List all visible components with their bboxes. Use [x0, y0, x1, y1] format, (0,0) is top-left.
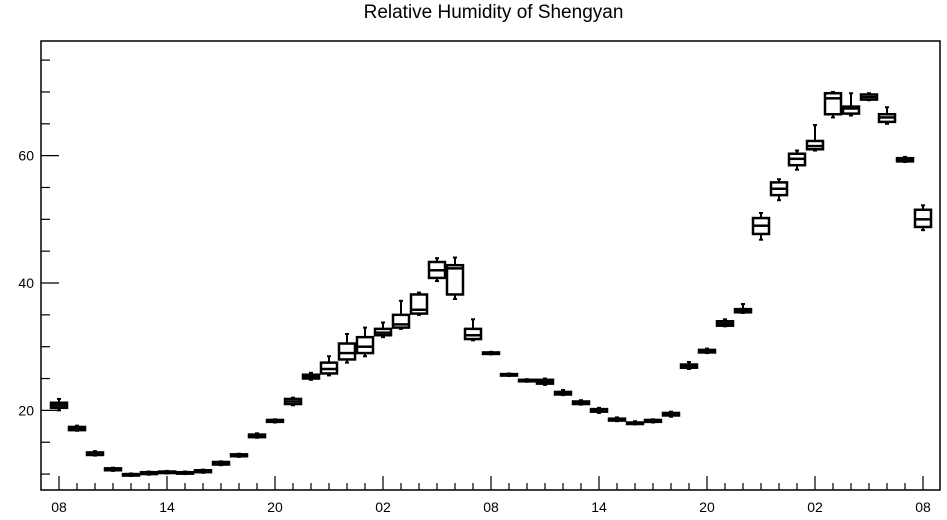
box-plot — [841, 92, 861, 117]
box-plot — [553, 389, 573, 397]
box-plot — [193, 468, 213, 474]
box-plot — [769, 178, 789, 202]
box-plot — [859, 92, 879, 102]
box-iqr — [841, 105, 861, 115]
box-plot — [823, 90, 843, 119]
box-iqr — [391, 313, 411, 329]
y-tick-label: 60 — [18, 148, 34, 164]
box-iqr — [337, 342, 357, 361]
box-plot — [139, 470, 159, 476]
box-plot — [661, 410, 681, 418]
box-plot — [679, 360, 699, 370]
box-plot — [571, 399, 591, 406]
box-plot — [283, 396, 303, 407]
box-plot — [265, 418, 285, 424]
box-plot — [301, 371, 321, 381]
box-plot — [175, 470, 195, 476]
box-plot — [427, 257, 447, 283]
box-plot — [517, 378, 537, 383]
box-plot — [643, 418, 663, 424]
box-plot — [751, 211, 771, 241]
box-iqr — [463, 327, 483, 341]
plot-frame — [40, 40, 941, 491]
x-tick-label: 14 — [591, 499, 607, 515]
box-plot — [409, 291, 429, 316]
box-plot — [733, 303, 753, 314]
x-tick-label: 14 — [159, 499, 175, 515]
box-plot — [49, 397, 69, 412]
x-tick-label: 02 — [375, 499, 391, 515]
y-tick-label: 20 — [18, 402, 34, 418]
box-iqr — [823, 91, 843, 116]
box-plot — [157, 469, 177, 475]
y-tick-label: 40 — [18, 275, 34, 291]
x-tick-label: 08 — [915, 499, 931, 515]
x-axis: 08 14 20 02 08 14 20 02 08 — [51, 476, 931, 515]
box-plot — [229, 452, 249, 458]
box-plot — [805, 124, 825, 152]
box-plot — [319, 355, 339, 377]
box-plot — [715, 318, 735, 328]
box-plot — [85, 450, 105, 457]
box-iqr — [355, 335, 375, 355]
box-plot — [877, 106, 897, 125]
x-tick-label: 08 — [51, 499, 67, 515]
box-plot — [121, 472, 141, 477]
box-plot — [445, 256, 465, 300]
box-plot — [499, 372, 519, 377]
box-plot — [895, 155, 915, 164]
box-plot — [463, 318, 483, 342]
box-plot — [247, 432, 267, 439]
box-plot — [535, 377, 555, 386]
box-plot — [589, 406, 609, 414]
box-series — [49, 90, 933, 477]
box-plot — [67, 424, 87, 432]
x-tick-label: 20 — [267, 499, 283, 515]
y-axis: 20 40 60 — [18, 59, 59, 475]
x-tick-label: 20 — [699, 499, 715, 515]
box-plot — [625, 420, 645, 426]
box-plot — [787, 149, 807, 171]
box-plot — [391, 299, 411, 330]
box-plot — [337, 332, 357, 364]
box-plot — [481, 350, 501, 356]
chart-title: Relative Humidity of Shengyan — [363, 2, 624, 23]
box-plot — [211, 460, 231, 467]
box-plot — [913, 204, 933, 232]
box-plot — [355, 326, 375, 358]
x-tick-label: 08 — [483, 499, 499, 515]
box-plot — [697, 347, 717, 355]
box-plot — [373, 321, 393, 339]
box-plot — [103, 466, 123, 472]
x-tick-label: 02 — [807, 499, 823, 515]
box-plot — [607, 416, 627, 423]
box-iqr — [445, 263, 465, 296]
